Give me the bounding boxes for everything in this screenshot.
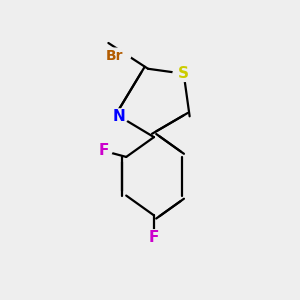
Ellipse shape bbox=[94, 142, 112, 158]
Text: N: N bbox=[113, 109, 126, 124]
Ellipse shape bbox=[98, 48, 131, 64]
Ellipse shape bbox=[145, 230, 163, 244]
Text: F: F bbox=[149, 230, 159, 245]
Text: Br: Br bbox=[106, 49, 123, 63]
Ellipse shape bbox=[173, 66, 194, 81]
Text: F: F bbox=[98, 142, 109, 158]
Text: S: S bbox=[178, 66, 189, 81]
Ellipse shape bbox=[110, 109, 128, 124]
